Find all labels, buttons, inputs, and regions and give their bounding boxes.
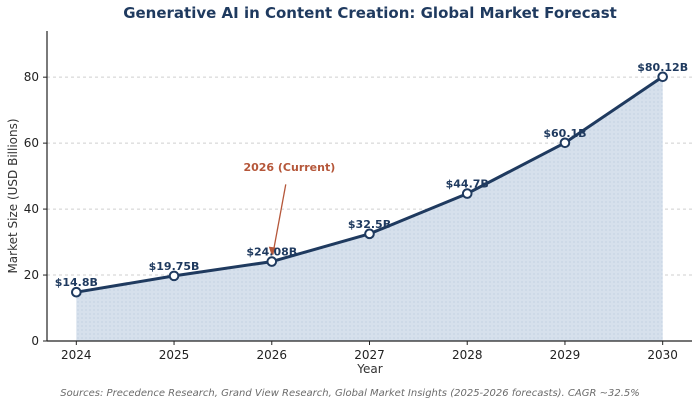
- data-point: [559, 137, 571, 149]
- data-label: $32.5B: [348, 218, 391, 231]
- data-point: [461, 188, 473, 199]
- y-tick-label: 60: [24, 136, 39, 150]
- x-tick-label: 2029: [550, 348, 581, 362]
- chart-title: Generative AI in Content Creation: Globa…: [123, 4, 617, 22]
- data-label: $44.7B: [446, 178, 489, 191]
- axes: 0 20 40 60 80 2024 2025 2026 2027 2028 2029 2030: [24, 31, 692, 362]
- annotation-text: 2026 (Current): [243, 161, 335, 174]
- area-fill: [76, 76, 663, 341]
- annotation-arrowhead: [268, 246, 276, 256]
- annotation-arrow: [272, 184, 287, 255]
- x-tick-label: 2026: [256, 348, 287, 362]
- x-tick-label: 2028: [452, 348, 483, 362]
- y-tick-label: 80: [24, 70, 39, 84]
- data-label: $14.8B: [55, 276, 98, 289]
- data-label: $19.75B: [149, 260, 200, 273]
- y-tick-label: 0: [31, 334, 39, 348]
- data-point: [266, 256, 278, 267]
- x-tick-label: 2025: [159, 348, 190, 362]
- data-point: [657, 71, 668, 83]
- data-labels: $14.8B $19.75B $24.08B $32.5B $44.7B $60.1B $8…: [55, 61, 688, 289]
- area-fill-shape: [76, 76, 663, 341]
- data-label: $80.12B: [637, 61, 688, 74]
- source-note: Sources: Precedence Research, Grand View…: [60, 388, 640, 399]
- data-points: [71, 71, 668, 298]
- x-axis-label: Year: [356, 362, 382, 376]
- y-axis-label: Market Size (USD Billions): [6, 118, 20, 273]
- x-tick-label: 2024: [61, 348, 92, 362]
- annotation: 2026 (Current): [243, 161, 335, 256]
- data-point: [71, 286, 82, 298]
- data-point: [168, 270, 180, 282]
- y-tick-label: 20: [24, 268, 39, 282]
- data-point: [364, 228, 375, 240]
- data-label: $60.1B: [543, 127, 586, 140]
- x-tick-label: 2030: [647, 348, 678, 362]
- x-tick-label: 2027: [354, 348, 385, 362]
- y-tick-label: 40: [24, 202, 39, 216]
- data-label: $24.08B: [246, 246, 297, 259]
